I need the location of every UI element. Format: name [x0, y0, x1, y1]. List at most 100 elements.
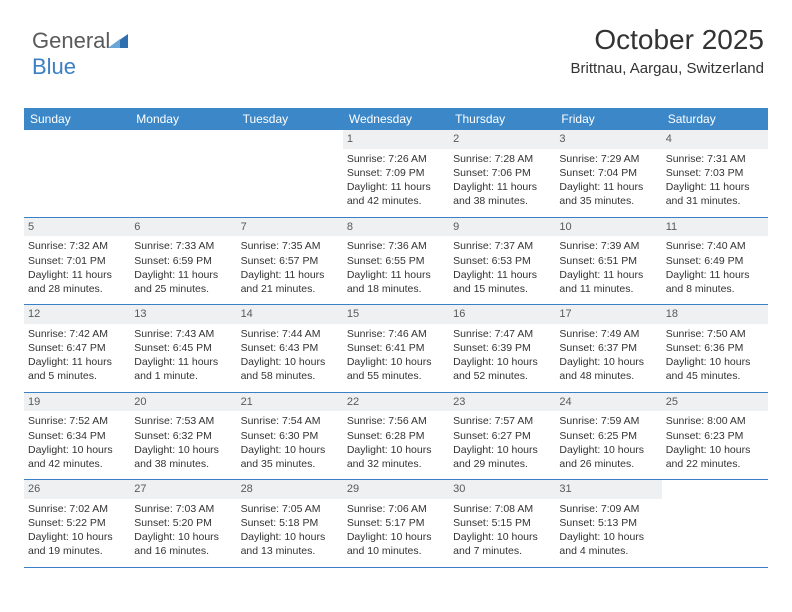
daylight-text: Daylight: 11 hours and 8 minutes.	[666, 268, 764, 296]
daylight-text: Daylight: 10 hours and 45 minutes.	[666, 355, 764, 383]
sunset-text: Sunset: 6:23 PM	[666, 429, 764, 443]
sunset-text: Sunset: 6:30 PM	[241, 429, 339, 443]
sunset-text: Sunset: 6:43 PM	[241, 341, 339, 355]
sunset-text: Sunset: 6:49 PM	[666, 254, 764, 268]
day-number: 1	[343, 130, 449, 149]
location-text: Brittnau, Aargau, Switzerland	[571, 60, 764, 77]
calendar-cell: 22Sunrise: 7:56 AMSunset: 6:28 PMDayligh…	[343, 393, 449, 480]
sunset-text: Sunset: 6:39 PM	[453, 341, 551, 355]
weekday-header: Thursday	[449, 108, 555, 130]
day-number: 30	[449, 480, 555, 499]
day-number: 15	[343, 305, 449, 324]
day-number: 12	[24, 305, 130, 324]
calendar-cell: 21Sunrise: 7:54 AMSunset: 6:30 PMDayligh…	[237, 393, 343, 480]
daylight-text: Daylight: 10 hours and 13 minutes.	[241, 530, 339, 558]
day-number: 31	[555, 480, 661, 499]
daylight-text: Daylight: 10 hours and 4 minutes.	[559, 530, 657, 558]
daylight-text: Daylight: 10 hours and 16 minutes.	[134, 530, 232, 558]
sunrise-text: Sunrise: 7:08 AM	[453, 502, 551, 516]
day-number: 4	[662, 130, 768, 149]
day-number: 16	[449, 305, 555, 324]
day-number: 17	[555, 305, 661, 324]
day-number: 10	[555, 218, 661, 237]
sunset-text: Sunset: 5:22 PM	[28, 516, 126, 530]
sunrise-text: Sunrise: 7:46 AM	[347, 327, 445, 341]
daylight-text: Daylight: 10 hours and 32 minutes.	[347, 443, 445, 471]
calendar-cell	[237, 130, 343, 217]
daylight-text: Daylight: 10 hours and 10 minutes.	[347, 530, 445, 558]
calendar-week: 12Sunrise: 7:42 AMSunset: 6:47 PMDayligh…	[24, 305, 768, 393]
calendar-cell: 17Sunrise: 7:49 AMSunset: 6:37 PMDayligh…	[555, 305, 661, 392]
daylight-text: Daylight: 11 hours and 18 minutes.	[347, 268, 445, 296]
weekday-header-row: SundayMondayTuesdayWednesdayThursdayFrid…	[24, 108, 768, 130]
sunset-text: Sunset: 6:47 PM	[28, 341, 126, 355]
sunrise-text: Sunrise: 7:05 AM	[241, 502, 339, 516]
day-number: 21	[237, 393, 343, 412]
daylight-text: Daylight: 10 hours and 7 minutes.	[453, 530, 551, 558]
calendar-cell: 26Sunrise: 7:02 AMSunset: 5:22 PMDayligh…	[24, 480, 130, 567]
day-number: 7	[237, 218, 343, 237]
daylight-text: Daylight: 11 hours and 28 minutes.	[28, 268, 126, 296]
daylight-text: Daylight: 11 hours and 38 minutes.	[453, 180, 551, 208]
logo-text-blue: Blue	[32, 54, 76, 79]
sunrise-text: Sunrise: 7:33 AM	[134, 239, 232, 253]
sunrise-text: Sunrise: 7:35 AM	[241, 239, 339, 253]
sunrise-text: Sunrise: 7:54 AM	[241, 414, 339, 428]
sunset-text: Sunset: 5:13 PM	[559, 516, 657, 530]
calendar-weeks: 1Sunrise: 7:26 AMSunset: 7:09 PMDaylight…	[24, 130, 768, 568]
sunset-text: Sunset: 5:17 PM	[347, 516, 445, 530]
weekday-header: Friday	[555, 108, 661, 130]
day-number: 11	[662, 218, 768, 237]
calendar-cell: 6Sunrise: 7:33 AMSunset: 6:59 PMDaylight…	[130, 218, 236, 305]
sunrise-text: Sunrise: 7:36 AM	[347, 239, 445, 253]
daylight-text: Daylight: 11 hours and 15 minutes.	[453, 268, 551, 296]
weekday-header: Saturday	[662, 108, 768, 130]
calendar-cell: 9Sunrise: 7:37 AMSunset: 6:53 PMDaylight…	[449, 218, 555, 305]
sunset-text: Sunset: 6:37 PM	[559, 341, 657, 355]
logo-text-general: General	[32, 28, 110, 53]
calendar-cell: 3Sunrise: 7:29 AMSunset: 7:04 PMDaylight…	[555, 130, 661, 217]
daylight-text: Daylight: 10 hours and 42 minutes.	[28, 443, 126, 471]
daylight-text: Daylight: 11 hours and 21 minutes.	[241, 268, 339, 296]
sunset-text: Sunset: 6:25 PM	[559, 429, 657, 443]
day-number: 25	[662, 393, 768, 412]
calendar-cell: 4Sunrise: 7:31 AMSunset: 7:03 PMDaylight…	[662, 130, 768, 217]
sunrise-text: Sunrise: 7:44 AM	[241, 327, 339, 341]
calendar-cell	[662, 480, 768, 567]
sunrise-text: Sunrise: 7:31 AM	[666, 152, 764, 166]
calendar-cell: 5Sunrise: 7:32 AMSunset: 7:01 PMDaylight…	[24, 218, 130, 305]
weekday-header: Tuesday	[237, 108, 343, 130]
day-number: 9	[449, 218, 555, 237]
logo-triangle-icon	[108, 34, 130, 50]
calendar-cell: 11Sunrise: 7:40 AMSunset: 6:49 PMDayligh…	[662, 218, 768, 305]
sunset-text: Sunset: 6:27 PM	[453, 429, 551, 443]
calendar-week: 5Sunrise: 7:32 AMSunset: 7:01 PMDaylight…	[24, 218, 768, 306]
daylight-text: Daylight: 11 hours and 25 minutes.	[134, 268, 232, 296]
calendar-cell: 29Sunrise: 7:06 AMSunset: 5:17 PMDayligh…	[343, 480, 449, 567]
daylight-text: Daylight: 10 hours and 48 minutes.	[559, 355, 657, 383]
header-right: October 2025 Brittnau, Aargau, Switzerla…	[571, 24, 764, 77]
sunset-text: Sunset: 7:03 PM	[666, 166, 764, 180]
day-number: 19	[24, 393, 130, 412]
weekday-header: Monday	[130, 108, 236, 130]
daylight-text: Daylight: 10 hours and 55 minutes.	[347, 355, 445, 383]
calendar-cell: 20Sunrise: 7:53 AMSunset: 6:32 PMDayligh…	[130, 393, 236, 480]
daylight-text: Daylight: 11 hours and 35 minutes.	[559, 180, 657, 208]
calendar-cell: 13Sunrise: 7:43 AMSunset: 6:45 PMDayligh…	[130, 305, 236, 392]
day-number: 14	[237, 305, 343, 324]
calendar-cell: 31Sunrise: 7:09 AMSunset: 5:13 PMDayligh…	[555, 480, 661, 567]
sunrise-text: Sunrise: 7:39 AM	[559, 239, 657, 253]
sunset-text: Sunset: 6:41 PM	[347, 341, 445, 355]
sunrise-text: Sunrise: 7:06 AM	[347, 502, 445, 516]
day-number: 3	[555, 130, 661, 149]
sunset-text: Sunset: 6:32 PM	[134, 429, 232, 443]
day-number: 24	[555, 393, 661, 412]
logo: General Blue	[32, 28, 130, 80]
sunrise-text: Sunrise: 7:02 AM	[28, 502, 126, 516]
sunset-text: Sunset: 7:04 PM	[559, 166, 657, 180]
sunset-text: Sunset: 7:09 PM	[347, 166, 445, 180]
calendar-cell: 14Sunrise: 7:44 AMSunset: 6:43 PMDayligh…	[237, 305, 343, 392]
calendar-cell: 19Sunrise: 7:52 AMSunset: 6:34 PMDayligh…	[24, 393, 130, 480]
calendar-week: 26Sunrise: 7:02 AMSunset: 5:22 PMDayligh…	[24, 480, 768, 568]
day-number: 28	[237, 480, 343, 499]
